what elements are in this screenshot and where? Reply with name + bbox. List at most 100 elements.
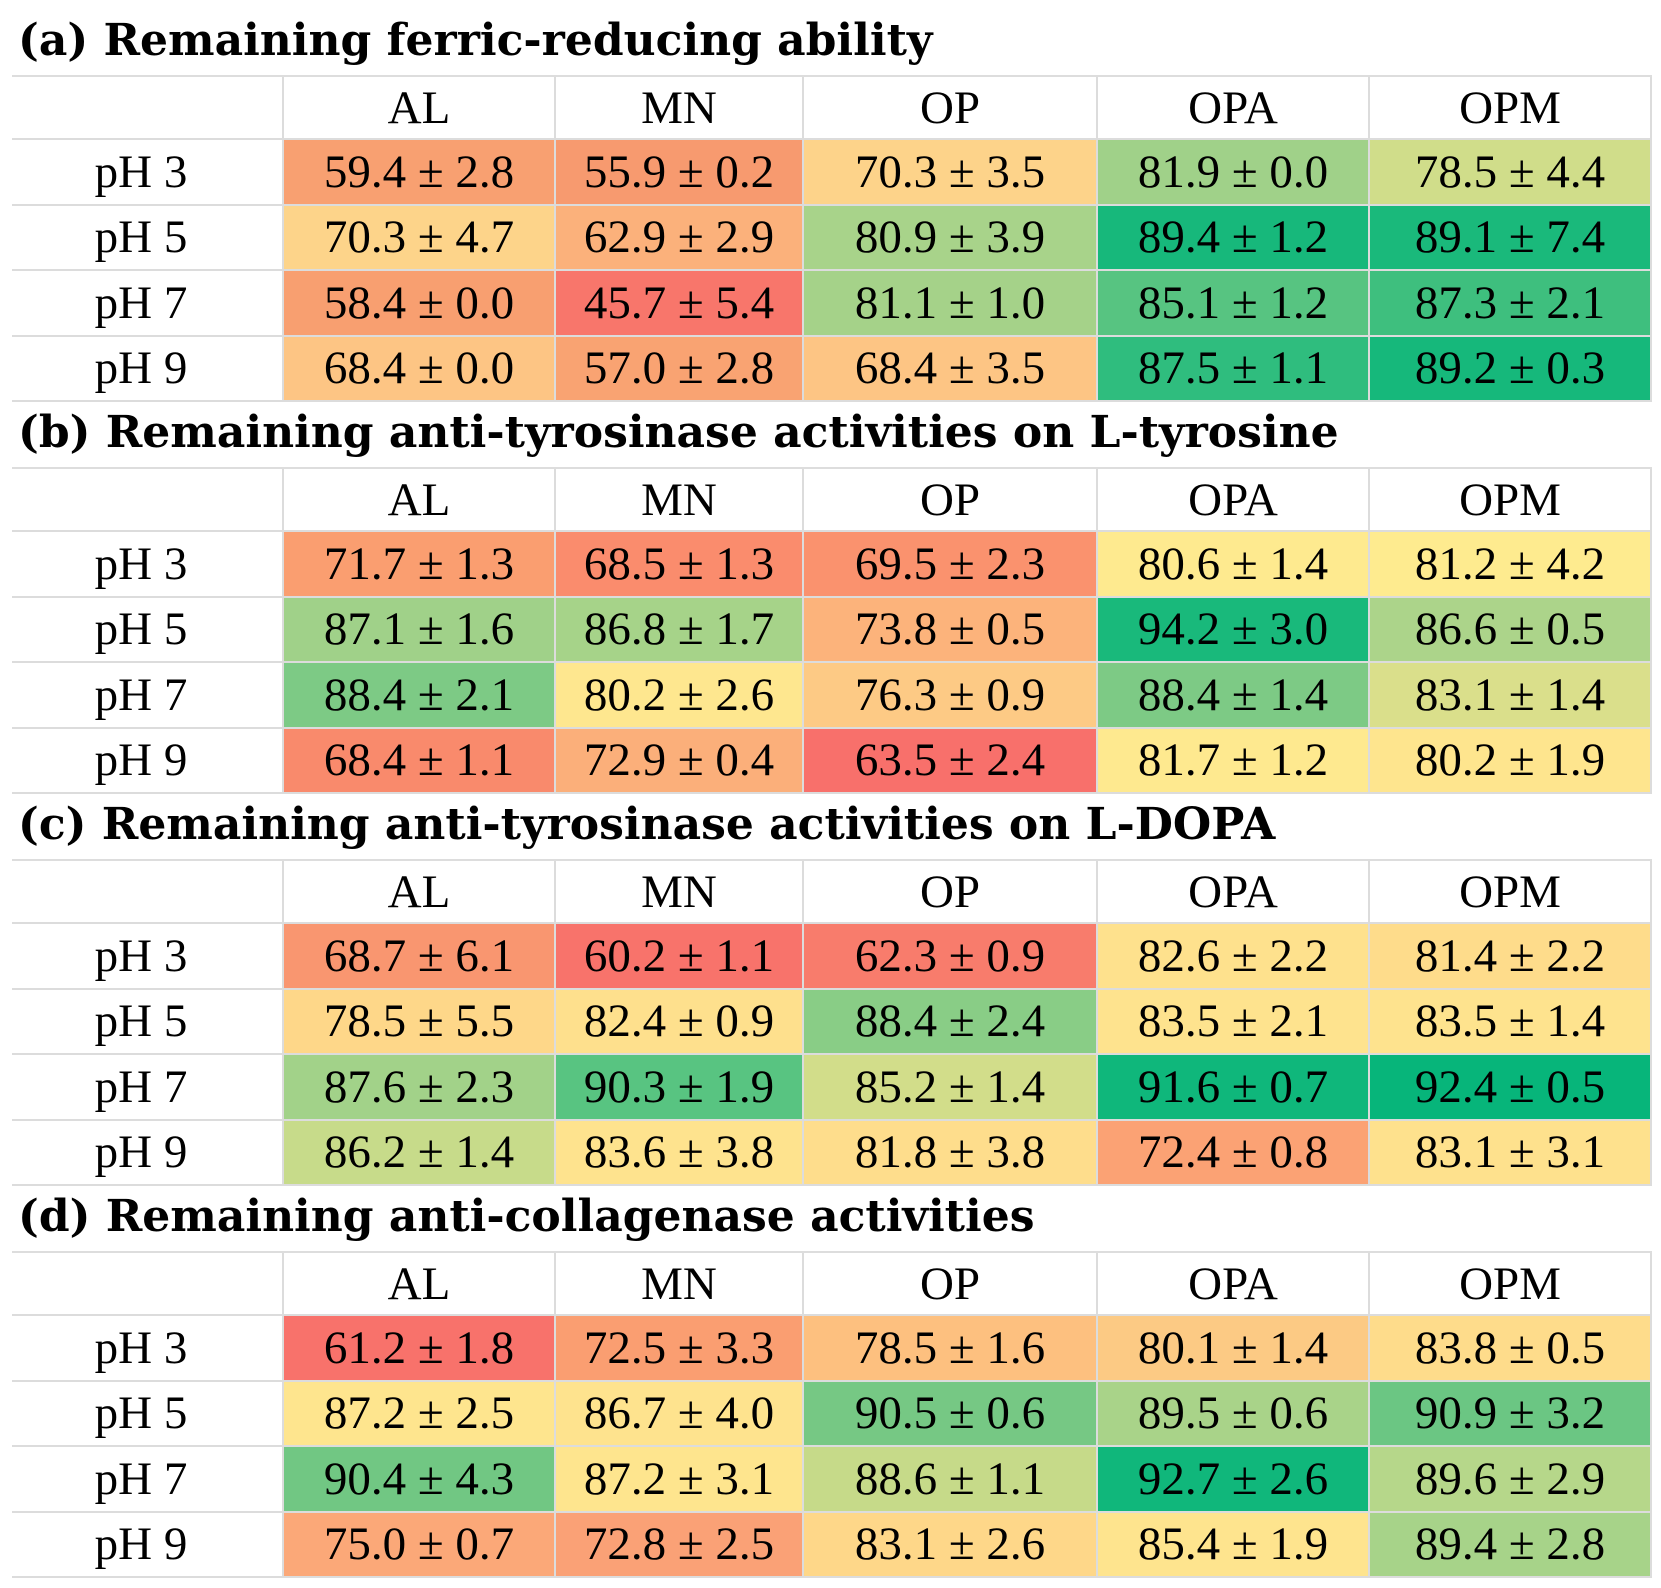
heatmap-cell: 89.6 ± 2.9: [1370, 1447, 1652, 1513]
row-label: pH 9: [12, 1120, 284, 1186]
heatmap-cell: 87.3 ± 2.1: [1370, 271, 1652, 337]
panel-title: (d) Remaining anti-collagenase activitie…: [12, 1186, 1652, 1253]
heatmap-cell: 88.6 ± 1.1: [804, 1447, 1098, 1513]
heatmap-cell: 83.5 ± 2.1: [1098, 989, 1370, 1055]
heatmap-cell: 91.6 ± 0.7: [1098, 1055, 1370, 1121]
row-label: pH 7: [12, 663, 284, 729]
column-header: MN: [556, 77, 804, 140]
heatmap-cell: 78.5 ± 1.6: [804, 1316, 1098, 1382]
heatmap-cell: 87.6 ± 2.3: [284, 1055, 556, 1121]
row-label: pH 5: [12, 989, 284, 1055]
heatmap-cell: 85.2 ± 1.4: [804, 1055, 1098, 1121]
row-label: pH 3: [12, 924, 284, 990]
row-label: pH 9: [12, 1512, 284, 1578]
heatmap-cell: 90.9 ± 3.2: [1370, 1381, 1652, 1447]
heatmap-cell: 81.8 ± 3.8: [804, 1120, 1098, 1186]
row-label: pH 9: [12, 336, 284, 402]
corner-cell: [12, 77, 284, 140]
column-header: OPM: [1370, 1253, 1652, 1316]
corner-cell: [12, 1253, 284, 1316]
heatmap-cell: 86.6 ± 0.5: [1370, 597, 1652, 663]
heatmap-cell: 85.1 ± 1.2: [1098, 271, 1370, 337]
column-header: OPA: [1098, 77, 1370, 140]
heatmap-cell: 83.1 ± 2.6: [804, 1512, 1098, 1578]
column-header: OPM: [1370, 861, 1652, 924]
heatmap-cell: 62.9 ± 2.9: [556, 205, 804, 271]
heatmap-cell: 82.6 ± 2.2: [1098, 924, 1370, 990]
heatmap-grid: AL MN OP OPA OPM pH 3 71.7 ± 1.3 68.5 ± 1.3 69.5…: [12, 469, 1652, 794]
heatmap-grid: AL MN OP OPA OPM pH 3 68.7 ± 6.1 60.2 ± 1.1 62.3…: [12, 861, 1652, 1186]
heatmap-cell: 68.4 ± 0.0: [284, 336, 556, 402]
heatmap-cell: 73.8 ± 0.5: [804, 597, 1098, 663]
heatmap-cell: 81.9 ± 0.0: [1098, 140, 1370, 206]
row-label: pH 3: [12, 532, 284, 598]
heatmap-cell: 90.3 ± 1.9: [556, 1055, 804, 1121]
heatmap-cell: 81.4 ± 2.2: [1370, 924, 1652, 990]
heatmap-cell: 83.6 ± 3.8: [556, 1120, 804, 1186]
heatmap-grid: AL MN OP OPA OPM pH 3 59.4 ± 2.8 55.9 ± 0.2 70.3…: [12, 77, 1652, 402]
heatmap-cell: 89.2 ± 0.3: [1370, 336, 1652, 402]
heatmap-cell: 70.3 ± 3.5: [804, 140, 1098, 206]
heatmap-cell: 83.1 ± 1.4: [1370, 663, 1652, 729]
column-header: OPM: [1370, 469, 1652, 532]
heatmap-cell: 83.5 ± 1.4: [1370, 989, 1652, 1055]
heatmap-cell: 57.0 ± 2.8: [556, 336, 804, 402]
row-label: pH 7: [12, 271, 284, 337]
corner-cell: [12, 861, 284, 924]
heatmap-cell: 80.1 ± 1.4: [1098, 1316, 1370, 1382]
heatmap-cell: 87.5 ± 1.1: [1098, 336, 1370, 402]
heatmap-cell: 85.4 ± 1.9: [1098, 1512, 1370, 1578]
column-header: MN: [556, 861, 804, 924]
column-header: AL: [284, 77, 556, 140]
heatmap-cell: 69.5 ± 2.3: [804, 532, 1098, 598]
row-label: pH 7: [12, 1055, 284, 1121]
heatmap-cell: 72.4 ± 0.8: [1098, 1120, 1370, 1186]
heatmap-cell: 68.5 ± 1.3: [556, 532, 804, 598]
row-label: pH 3: [12, 1316, 284, 1382]
heatmap-cell: 87.1 ± 1.6: [284, 597, 556, 663]
heatmap-cell: 81.2 ± 4.2: [1370, 532, 1652, 598]
heatmap-cell: 62.3 ± 0.9: [804, 924, 1098, 990]
column-header: OPA: [1098, 1253, 1370, 1316]
heatmap-cell: 87.2 ± 3.1: [556, 1447, 804, 1513]
heatmap-cell: 72.8 ± 2.5: [556, 1512, 804, 1578]
column-header: OP: [804, 1253, 1098, 1316]
heatmap-cell: 94.2 ± 3.0: [1098, 597, 1370, 663]
heatmap-cell: 72.5 ± 3.3: [556, 1316, 804, 1382]
heatmap-cell: 86.7 ± 4.0: [556, 1381, 804, 1447]
column-header: MN: [556, 469, 804, 532]
heatmap-cell: 45.7 ± 5.4: [556, 271, 804, 337]
heatmap-cell: 61.2 ± 1.8: [284, 1316, 556, 1382]
row-label: pH 9: [12, 728, 284, 794]
heatmap-cell: 75.0 ± 0.7: [284, 1512, 556, 1578]
column-header: OP: [804, 469, 1098, 532]
heatmap-cell: 81.1 ± 1.0: [804, 271, 1098, 337]
heatmap-cell: 92.7 ± 2.6: [1098, 1447, 1370, 1513]
column-header: AL: [284, 861, 556, 924]
heatmap-cell: 68.4 ± 3.5: [804, 336, 1098, 402]
heatmap-cell: 89.4 ± 1.2: [1098, 205, 1370, 271]
heatmap-cell: 87.2 ± 2.5: [284, 1381, 556, 1447]
heatmap-cell: 58.4 ± 0.0: [284, 271, 556, 337]
heatmap-cell: 70.3 ± 4.7: [284, 205, 556, 271]
row-label: pH 7: [12, 1447, 284, 1513]
column-header: OPM: [1370, 77, 1652, 140]
panel-title: (b) Remaining anti-tyrosinase activities…: [12, 402, 1652, 469]
column-header: OPA: [1098, 861, 1370, 924]
row-label: pH 5: [12, 205, 284, 271]
heatmap-cell: 92.4 ± 0.5: [1370, 1055, 1652, 1121]
heatmap-cell: 63.5 ± 2.4: [804, 728, 1098, 794]
heatmap-cell: 89.1 ± 7.4: [1370, 205, 1652, 271]
heatmap-cell: 80.9 ± 3.9: [804, 205, 1098, 271]
heatmap-cell: 86.2 ± 1.4: [284, 1120, 556, 1186]
heatmap-cell: 60.2 ± 1.1: [556, 924, 804, 990]
heatmap-cell: 90.5 ± 0.6: [804, 1381, 1098, 1447]
heatmap-cell: 89.4 ± 2.8: [1370, 1512, 1652, 1578]
row-label: pH 3: [12, 140, 284, 206]
heatmap-panel: (a) Remaining ferric-reducing ability AL M…: [12, 10, 1652, 402]
heatmap-cell: 90.4 ± 4.3: [284, 1447, 556, 1513]
heatmap-cell: 80.2 ± 2.6: [556, 663, 804, 729]
heatmap-cell: 59.4 ± 2.8: [284, 140, 556, 206]
heatmap-cell: 68.4 ± 1.1: [284, 728, 556, 794]
heatmap-cell: 76.3 ± 0.9: [804, 663, 1098, 729]
